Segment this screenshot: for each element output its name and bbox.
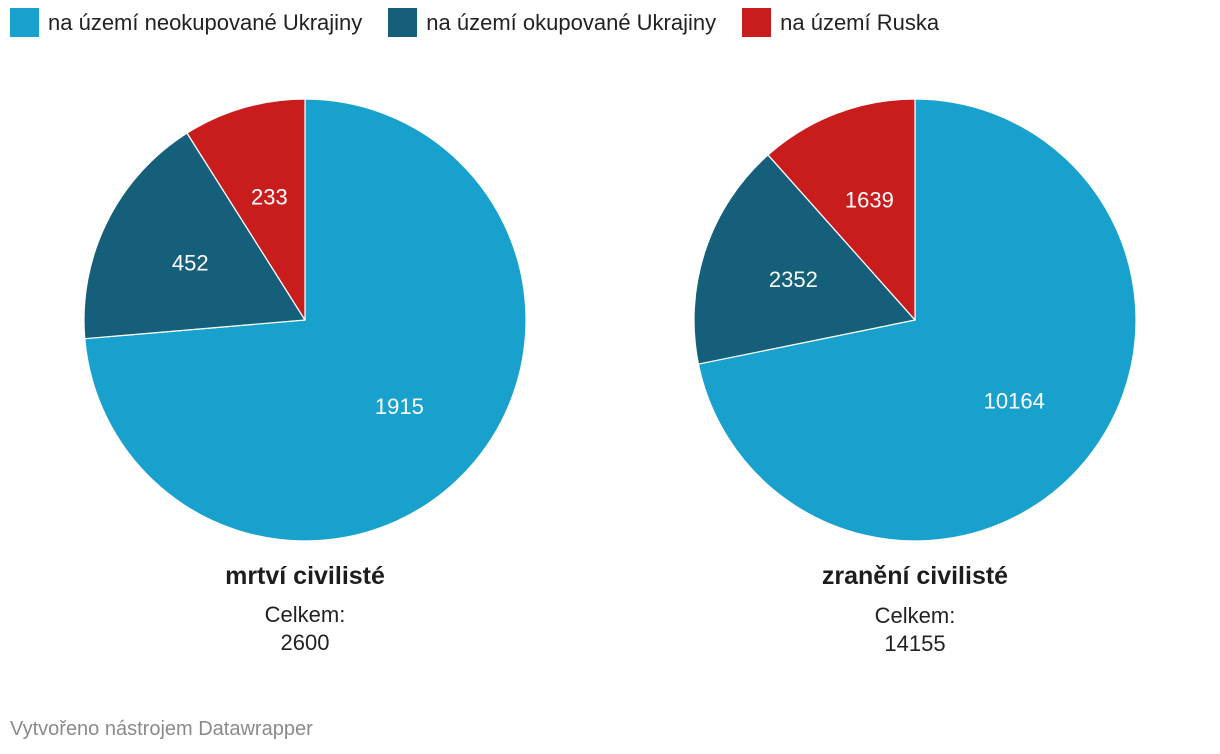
pie-total-value-injuries: 14155: [884, 631, 946, 656]
legend-label-occupied: na území okupované Ukrajiny: [426, 9, 717, 35]
legend-swatch-unoccupied: [10, 8, 39, 37]
pie-value-label-injuries-occupied: 2352: [769, 267, 818, 292]
pie-total-label-injuries: Celkem:: [874, 603, 956, 628]
legend-item-unoccupied: na území neokupované Ukrajiny: [10, 8, 362, 37]
pie-total-label-deaths: Celkem:: [264, 602, 346, 627]
pie-value-label-deaths-unoccupied: 1915: [375, 394, 424, 419]
legend: na území neokupované Ukrajiny na území o…: [10, 8, 965, 37]
pie-slice-injuries-unoccupied: [697, 98, 1137, 542]
pie-slice-deaths-russia: [186, 98, 306, 321]
pie-title-injuries: zranění civilisté: [821, 562, 1009, 590]
legend-label-unoccupied: na území neokupované Ukrajiny: [48, 9, 363, 35]
legend-swatch-russia: [742, 8, 772, 37]
legend-item-occupied: na území okupované Ukrajiny: [388, 8, 716, 37]
pie-value-label-injuries-unoccupied: 10164: [984, 389, 1045, 414]
pie-value-label-deaths-occupied: 452: [172, 250, 209, 275]
pie-total-value-deaths: 2600: [280, 630, 330, 655]
pie-slice-injuries-occupied: [693, 154, 916, 365]
pie-slice-injuries-russia: [767, 98, 916, 321]
pie-value-label-injuries-russia: 1639: [845, 188, 894, 213]
pie-slice-deaths-occupied: [83, 132, 306, 340]
pie-title-deaths: mrtví civilisté: [225, 562, 385, 590]
legend-swatch-occupied: [388, 8, 418, 37]
pie-value-label-deaths-russia: 233: [251, 184, 288, 209]
legend-item-russia: na území Ruska: [742, 8, 939, 37]
footer-credit: Vytvořeno nástrojem Datawrapper: [10, 718, 313, 740]
legend-label-russia: na území Ruska: [780, 9, 940, 35]
